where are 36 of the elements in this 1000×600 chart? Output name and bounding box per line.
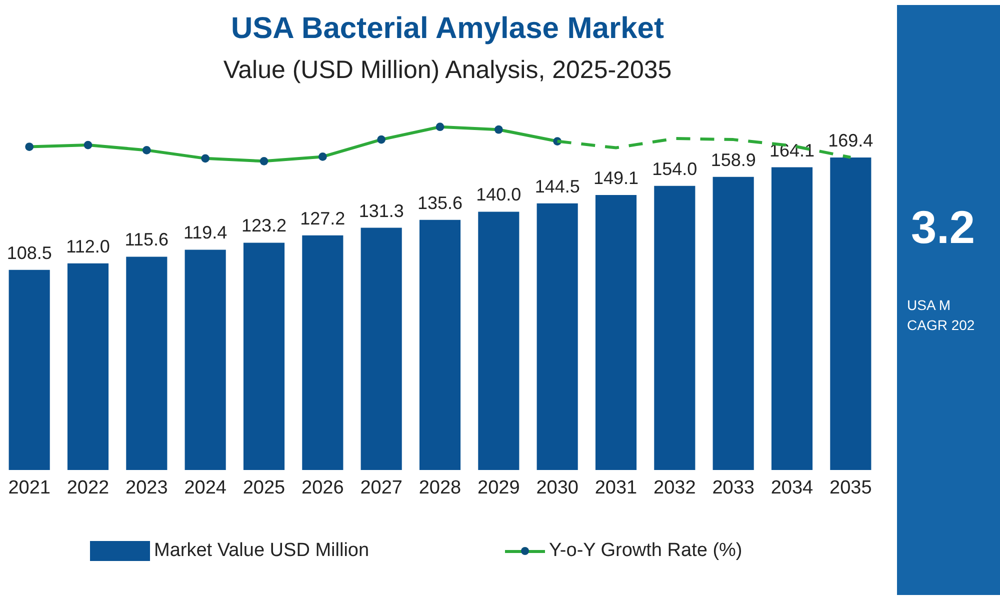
text: USA M (907, 296, 952, 315)
text: CAGR 202 (907, 316, 975, 335)
x-tick-label: 2027 (360, 478, 402, 498)
x-tick-label: 2034 (770, 478, 814, 498)
data-label: 112.0 (66, 236, 110, 256)
chart-title: USA Bacterial Amylase Market (230, 12, 665, 46)
data-label: 158.9 (710, 150, 756, 170)
x-tick-label: 2032 (654, 478, 696, 498)
data-label: 140.0 (476, 184, 522, 205)
x-tick-label: 2030 (536, 478, 578, 498)
x-tick-label: 2023 (126, 478, 168, 498)
legend-label: Market Value USD Million (154, 540, 370, 562)
data-label: 123.2 (241, 216, 287, 236)
x-tick-label: 2025 (242, 478, 286, 498)
x-tick-label: 2021 (8, 478, 50, 498)
x-tick-label: 2033 (712, 478, 754, 498)
data-label: 119.4 (183, 222, 228, 243)
data-label: 169.4 (828, 130, 874, 150)
x-tick-label: 2029 (478, 478, 520, 498)
text: 3.2 (911, 200, 975, 254)
data-label: 135.6 (417, 192, 463, 213)
data-label: 154.0 (652, 158, 698, 179)
chart-subtitle: Value (USD Million) Analysis, 2025-2035 (222, 56, 673, 85)
legend-label: Y-o-Y Growth Rate (%) (549, 540, 742, 562)
x-tick-label: 2031 (594, 478, 638, 498)
data-label: 149.1 (593, 168, 639, 188)
data-label: 144.5 (534, 176, 580, 196)
x-tick-label: 2035 (830, 478, 872, 498)
data-label: 131.3 (358, 200, 404, 221)
x-tick-label: 2022 (66, 478, 110, 498)
x-tick-label: 2026 (302, 478, 344, 498)
data-label: 115.6 (124, 230, 169, 250)
data-label: 108.5 (6, 242, 52, 263)
x-tick-label: 2028 (418, 478, 462, 498)
data-label: 127.2 (300, 208, 346, 228)
x-tick-label: 2024 (184, 478, 227, 498)
